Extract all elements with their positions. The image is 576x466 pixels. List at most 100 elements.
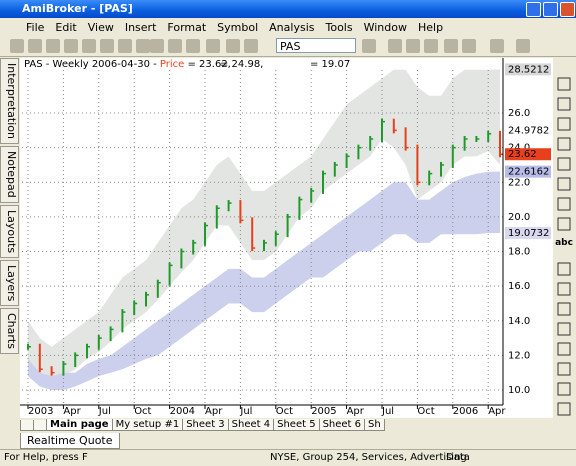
x-tick-label: Jul bbox=[381, 406, 394, 417]
window-title: AmiBroker - [PAS] bbox=[22, 2, 133, 15]
text-tool[interactable]: abc bbox=[555, 238, 573, 248]
side-tabs: Interpretation Notepad Layouts Layers Charts bbox=[0, 58, 20, 408]
realtime-quote-tab[interactable]: Realtime Quote bbox=[20, 433, 120, 449]
tool-button[interactable] bbox=[557, 97, 571, 111]
toolbar-button[interactable] bbox=[186, 39, 200, 53]
scroll-button[interactable] bbox=[33, 419, 47, 431]
tool-button[interactable] bbox=[557, 342, 571, 356]
tool-button[interactable] bbox=[557, 322, 571, 336]
menu-item[interactable]: View bbox=[87, 20, 114, 34]
value-tag bbox=[505, 63, 551, 76]
sheet-tab[interactable]: Sheet 6 bbox=[318, 419, 366, 431]
tool-button[interactable] bbox=[557, 137, 571, 151]
toolbar-button[interactable] bbox=[136, 39, 150, 53]
x-tick-label: Apr bbox=[347, 406, 365, 417]
menu-item[interactable]: Format bbox=[167, 20, 207, 34]
toolbar-button[interactable] bbox=[118, 39, 132, 53]
header-part: Price bbox=[160, 59, 184, 70]
x-tick-label: 2004 bbox=[170, 406, 195, 417]
toolbar-button[interactable] bbox=[28, 39, 42, 53]
chart-header: PAS - Weekly 2006-04-30 - Price = 23.62,… bbox=[24, 59, 350, 70]
sheet-tab[interactable]: Sheet 4 bbox=[227, 419, 275, 431]
toolbar-button[interactable] bbox=[46, 39, 60, 53]
value-tag-label: 19.0732 bbox=[508, 228, 549, 239]
tool-button[interactable] bbox=[557, 157, 571, 171]
menu-item[interactable]: Tools bbox=[325, 20, 353, 34]
y-tick-label: 20.0 bbox=[508, 212, 530, 223]
tool-button[interactable] bbox=[557, 217, 571, 231]
symbol-combo[interactable]: PAS bbox=[276, 38, 356, 53]
value-tag bbox=[505, 226, 551, 239]
title-bar: AmiBroker - [PAS] bbox=[0, 0, 576, 18]
toolbar-button[interactable] bbox=[100, 39, 114, 53]
x-tick-label: 2003 bbox=[28, 406, 53, 417]
y-tick-label: 16.0 bbox=[508, 281, 530, 292]
minimize-button[interactable] bbox=[526, 2, 541, 17]
tool-button[interactable] bbox=[557, 77, 571, 91]
sheet-tab[interactable]: My setup #1 bbox=[111, 419, 184, 431]
status-bar: For Help, press F NYSE, Group 254, Servic… bbox=[0, 449, 576, 466]
toolbar-button[interactable] bbox=[406, 39, 420, 53]
x-tick-label: Jul bbox=[98, 406, 111, 417]
x-tick-label: Apr bbox=[488, 406, 506, 417]
x-tick-label: 2005 bbox=[311, 406, 336, 417]
status-text: Data bbox=[446, 452, 470, 463]
toolbar bbox=[0, 36, 576, 57]
y-tick-label: 24.0 bbox=[508, 143, 530, 154]
tool-button[interactable] bbox=[557, 177, 571, 191]
tool-button[interactable] bbox=[557, 262, 571, 276]
tool-button[interactable] bbox=[557, 362, 571, 376]
toolbar-button[interactable] bbox=[244, 39, 258, 53]
tool-button[interactable] bbox=[557, 197, 571, 211]
toolbar-button[interactable] bbox=[64, 39, 78, 53]
toolbar-button[interactable] bbox=[490, 39, 504, 53]
toolbar-button[interactable] bbox=[424, 39, 438, 53]
toolbar-button[interactable] bbox=[462, 39, 476, 53]
side-tab[interactable]: Notepad bbox=[0, 145, 19, 203]
sheet-tab[interactable]: Sheet 3 bbox=[182, 419, 229, 431]
menu-item[interactable]: Symbol bbox=[217, 20, 259, 34]
tool-button[interactable] bbox=[557, 302, 571, 316]
status-text: For Help, press F bbox=[4, 452, 88, 463]
menu-item[interactable]: Edit bbox=[55, 20, 77, 34]
menu-item[interactable]: Help bbox=[417, 20, 444, 34]
value-tag bbox=[505, 148, 551, 161]
toolbar-button[interactable] bbox=[10, 39, 24, 53]
toolbar-button[interactable] bbox=[168, 39, 182, 53]
tool-button[interactable] bbox=[557, 402, 571, 416]
menu-item[interactable]: Analysis bbox=[269, 20, 315, 34]
side-tab[interactable]: Charts bbox=[0, 308, 19, 355]
sheet-tabs: Main page My setup #1 Sheet 3 Sheet 4 Sheet … bbox=[20, 418, 553, 432]
side-tab[interactable]: Layouts bbox=[0, 204, 19, 258]
menu-bar: File Edit View Insert Format Symbol Analysis To… bbox=[0, 18, 576, 36]
x-tick-label: Apr bbox=[63, 406, 81, 417]
close-button[interactable] bbox=[560, 2, 575, 17]
menu-item[interactable]: File bbox=[26, 20, 45, 34]
y-tick-label: 12.0 bbox=[508, 350, 530, 361]
toolbar-button[interactable] bbox=[444, 39, 458, 53]
side-tab[interactable]: Interpretation bbox=[0, 58, 19, 144]
value-tag-label: 23.62 bbox=[508, 149, 537, 160]
tool-button[interactable] bbox=[557, 117, 571, 131]
tool-button[interactable] bbox=[557, 382, 571, 396]
toolbar-button[interactable] bbox=[388, 39, 402, 53]
sheet-tab[interactable]: Sh bbox=[364, 419, 385, 431]
toolbar-button[interactable] bbox=[82, 39, 96, 53]
x-tick-label: Oct bbox=[134, 406, 151, 417]
maximize-button[interactable] bbox=[543, 2, 558, 17]
menu-item[interactable]: Insert bbox=[124, 20, 157, 34]
sheet-tab[interactable]: Main page bbox=[46, 419, 113, 431]
y-tick-label: 18.0 bbox=[508, 247, 530, 258]
toolbar-button[interactable] bbox=[226, 39, 240, 53]
side-tab[interactable]: Layers bbox=[0, 259, 19, 307]
toolbar-button[interactable] bbox=[150, 39, 164, 53]
toolbar-button[interactable] bbox=[206, 39, 220, 53]
toolbar-button[interactable] bbox=[362, 39, 376, 53]
tool-button[interactable] bbox=[557, 282, 571, 296]
toolbar-button[interactable] bbox=[516, 39, 530, 53]
drawing-toolbar: abc bbox=[553, 58, 576, 418]
scroll-button[interactable] bbox=[20, 419, 34, 431]
menu-item[interactable]: Window bbox=[363, 20, 407, 34]
sheet-tab[interactable]: Sheet 5 bbox=[273, 419, 320, 431]
